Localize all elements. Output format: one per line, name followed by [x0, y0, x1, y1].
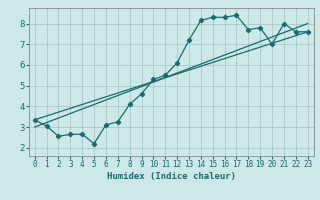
X-axis label: Humidex (Indice chaleur): Humidex (Indice chaleur)	[107, 172, 236, 181]
